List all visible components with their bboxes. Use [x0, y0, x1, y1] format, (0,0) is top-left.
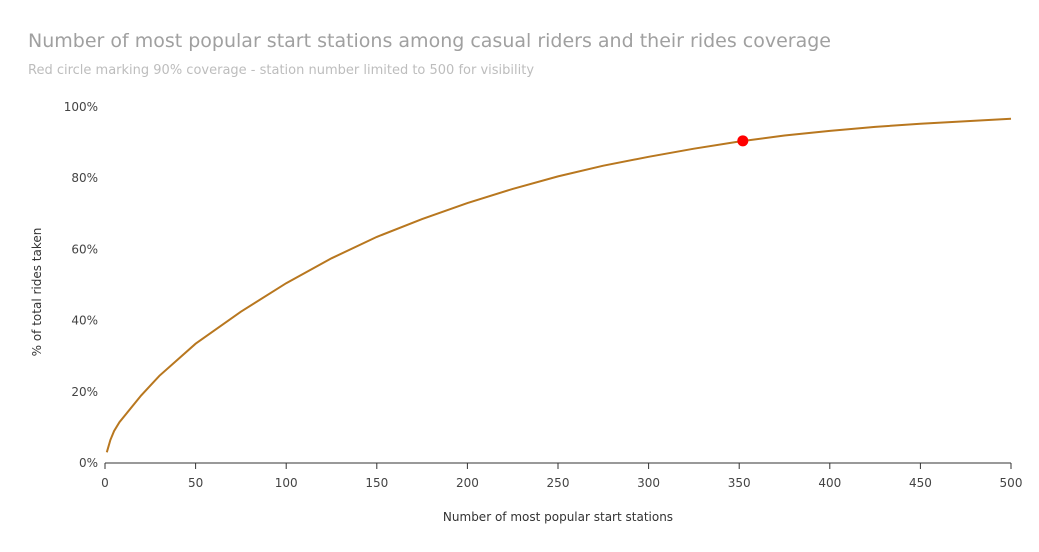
coverage-line	[105, 117, 1012, 453]
y-axis-title: % of total rides taken	[30, 228, 44, 357]
plot-area	[105, 117, 1012, 453]
x-tick-label: 50	[188, 476, 203, 490]
x-tick-label: 150	[365, 476, 388, 490]
coverage-90-marker	[737, 135, 749, 147]
x-tick-label: 500	[1000, 476, 1023, 490]
x-tick-label: 250	[547, 476, 570, 490]
y-tick-label: 0%	[79, 456, 98, 470]
x-tick-label: 450	[909, 476, 932, 490]
x-axis: 0 50 100 150 200 250 300 350 400 450 500	[101, 462, 1023, 490]
y-tick-label: 100%	[64, 100, 98, 114]
y-tick-label: 60%	[71, 242, 98, 256]
chart-subtitle: Red circle marking 90% coverage - statio…	[28, 63, 535, 78]
x-tick-label: 100	[275, 476, 298, 490]
chart-title: Number of most popular start stations am…	[28, 30, 832, 52]
y-tick-label: 20%	[71, 385, 98, 399]
y-tick-label: 40%	[71, 314, 98, 328]
y-axis: 0% 20% 40% 60% 80% 100%	[64, 100, 98, 470]
x-tick-label: 350	[728, 476, 751, 490]
x-axis-title: Number of most popular start stations	[443, 510, 673, 524]
x-tick-label: 0	[101, 476, 109, 490]
x-tick-label: 400	[818, 476, 841, 490]
x-tick-label: 200	[456, 476, 479, 490]
y-tick-label: 80%	[71, 171, 98, 185]
x-tick-label: 300	[637, 476, 660, 490]
